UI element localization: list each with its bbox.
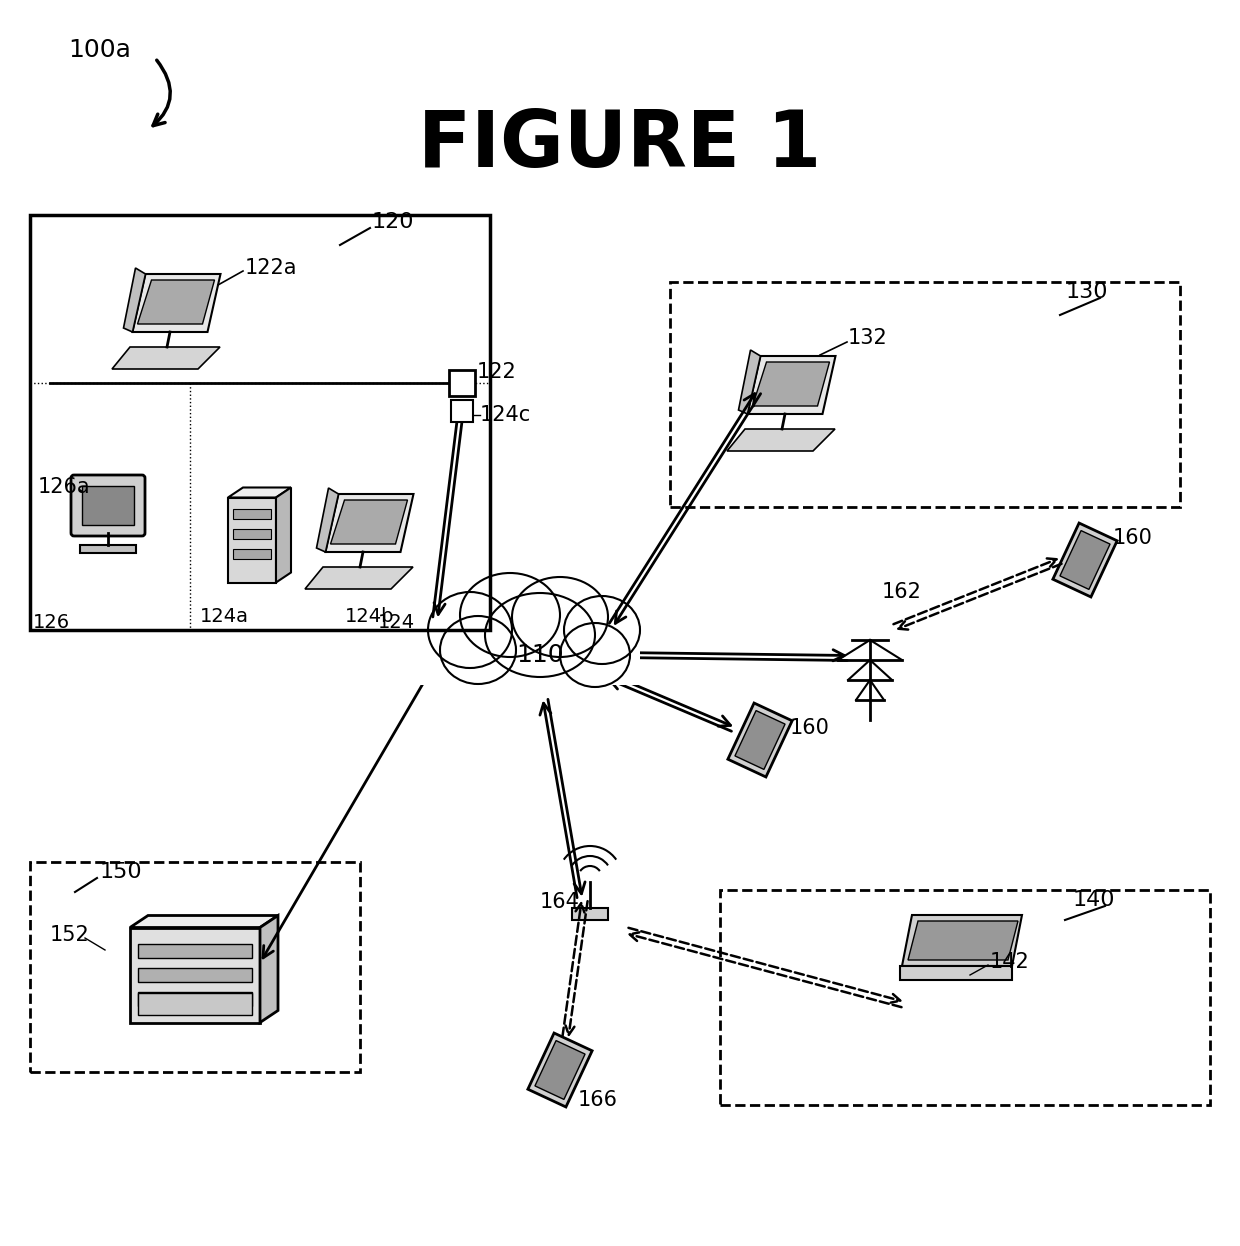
Bar xyxy=(138,992,252,1006)
Text: 100a: 100a xyxy=(68,37,131,62)
Bar xyxy=(138,967,252,982)
Polygon shape xyxy=(528,1033,593,1106)
Polygon shape xyxy=(739,350,760,414)
Polygon shape xyxy=(753,363,830,406)
Text: 140: 140 xyxy=(1073,890,1115,910)
Bar xyxy=(130,927,260,1023)
Ellipse shape xyxy=(460,573,560,657)
Polygon shape xyxy=(124,268,145,331)
Bar xyxy=(138,943,252,957)
Polygon shape xyxy=(735,710,785,770)
Polygon shape xyxy=(112,346,219,369)
Polygon shape xyxy=(260,916,278,1023)
Polygon shape xyxy=(728,703,792,778)
Bar xyxy=(720,890,1210,1105)
Polygon shape xyxy=(325,493,413,552)
Polygon shape xyxy=(130,916,278,927)
Ellipse shape xyxy=(512,577,608,657)
Text: 124: 124 xyxy=(378,613,415,632)
Bar xyxy=(670,282,1180,507)
Text: 122a: 122a xyxy=(246,258,298,278)
Polygon shape xyxy=(331,500,408,545)
Text: 126a: 126a xyxy=(38,477,91,497)
Text: 124a: 124a xyxy=(200,608,249,627)
Ellipse shape xyxy=(428,592,512,668)
Text: 160: 160 xyxy=(790,718,830,738)
Polygon shape xyxy=(901,915,1022,966)
Text: 122: 122 xyxy=(477,363,517,383)
Text: 130: 130 xyxy=(1065,282,1109,302)
Text: 160: 160 xyxy=(1114,528,1153,548)
Ellipse shape xyxy=(430,579,630,710)
Bar xyxy=(233,508,272,518)
Ellipse shape xyxy=(560,623,630,687)
Text: 162: 162 xyxy=(882,582,921,602)
Polygon shape xyxy=(228,497,277,582)
Polygon shape xyxy=(138,280,215,324)
Text: 150: 150 xyxy=(100,862,143,882)
Polygon shape xyxy=(908,921,1018,959)
Bar xyxy=(420,625,640,685)
Bar xyxy=(30,216,490,630)
Text: 126: 126 xyxy=(33,613,71,632)
Bar xyxy=(572,908,608,920)
Polygon shape xyxy=(748,356,836,414)
Text: 164: 164 xyxy=(539,892,580,912)
Ellipse shape xyxy=(564,596,640,664)
Polygon shape xyxy=(316,488,339,552)
Text: 142: 142 xyxy=(990,952,1029,972)
FancyBboxPatch shape xyxy=(71,475,145,536)
Bar xyxy=(30,862,360,1072)
Polygon shape xyxy=(277,487,291,582)
Polygon shape xyxy=(534,1040,585,1099)
Bar xyxy=(451,400,472,422)
Bar xyxy=(233,528,272,538)
Bar xyxy=(233,548,272,558)
Text: 124c: 124c xyxy=(480,405,531,425)
Polygon shape xyxy=(1060,531,1110,589)
Text: FIGURE 1: FIGURE 1 xyxy=(418,107,822,183)
Bar xyxy=(138,993,252,1014)
Bar xyxy=(449,370,475,396)
Polygon shape xyxy=(133,274,221,331)
Text: 110: 110 xyxy=(516,643,564,667)
Bar xyxy=(81,545,136,553)
Ellipse shape xyxy=(485,593,595,677)
Polygon shape xyxy=(1053,523,1117,597)
Polygon shape xyxy=(727,429,835,451)
Polygon shape xyxy=(305,567,413,589)
Text: 120: 120 xyxy=(372,212,414,232)
Text: 152: 152 xyxy=(50,925,89,944)
Text: 124b: 124b xyxy=(345,608,394,627)
Polygon shape xyxy=(900,966,1012,981)
Text: 166: 166 xyxy=(578,1090,618,1110)
Polygon shape xyxy=(228,487,291,497)
Ellipse shape xyxy=(440,616,516,684)
Text: 132: 132 xyxy=(848,328,888,348)
Bar xyxy=(82,486,134,525)
